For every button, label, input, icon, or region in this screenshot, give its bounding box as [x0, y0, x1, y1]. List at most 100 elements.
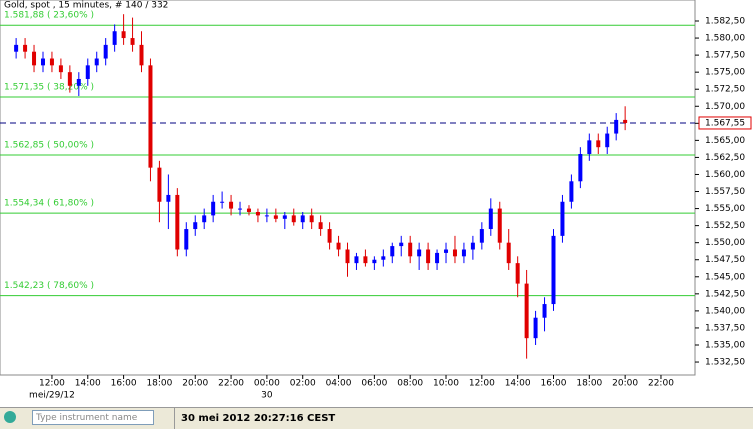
candle-body	[417, 249, 422, 257]
candle-body	[255, 211, 260, 216]
candle-body	[67, 72, 72, 86]
y-tick-label: 1.545,00	[705, 272, 745, 282]
status-icon	[4, 411, 16, 423]
candle-body	[229, 201, 234, 209]
x-tick-label: 16:00	[111, 379, 137, 389]
candle-body	[551, 235, 556, 305]
date-label: 30	[261, 391, 273, 401]
y-tick-label: 1.542,50	[705, 289, 745, 299]
candle-body	[238, 208, 243, 210]
plot-area	[0, 0, 696, 376]
candle-body	[506, 242, 511, 264]
candle-body	[372, 259, 377, 264]
instrument-search[interactable]: Type instrument name	[32, 410, 154, 425]
candle-body	[175, 194, 180, 250]
candle-body	[569, 181, 574, 202]
candle-body	[426, 249, 431, 264]
candle-body	[130, 38, 135, 45]
candle-body	[291, 215, 296, 223]
y-tick-label: 1.565,00	[705, 136, 745, 146]
candle-body	[309, 215, 314, 223]
y-tick-label: 1.557,50	[705, 187, 745, 197]
y-tick-label: 1.572,50	[705, 85, 745, 95]
candle-body	[40, 58, 45, 66]
candle-body	[461, 249, 466, 257]
candle-body	[435, 252, 440, 264]
y-tick-label: 1.562,50	[705, 153, 745, 163]
candle-body	[193, 222, 198, 230]
y-tick-label: 1.540,00	[705, 306, 745, 316]
x-tick-label: 04:00	[326, 379, 352, 389]
candle-body	[614, 119, 619, 134]
candle-body	[32, 51, 37, 66]
x-tick-label: 06:00	[361, 379, 387, 389]
candle-body	[202, 215, 207, 223]
x-tick-label: 12:00	[469, 379, 495, 389]
candle-body	[282, 215, 287, 219]
candle-body	[381, 256, 386, 260]
candle-body	[488, 208, 493, 230]
candle-body	[148, 65, 153, 168]
candle-body	[336, 242, 341, 250]
candle-body	[479, 229, 484, 243]
candle-body	[23, 44, 28, 52]
y-tick-label: 1.582,50	[705, 17, 745, 27]
fib-label: 1.554,34 ( 61,80% )	[4, 199, 94, 209]
candle-body	[452, 249, 457, 257]
fib-label: 1.562,85 ( 50,00% )	[4, 141, 94, 151]
x-tick-label: 20:00	[182, 379, 208, 389]
candle-body	[515, 263, 520, 284]
y-tick-label: 1.577,50	[705, 51, 745, 61]
candle-body	[470, 242, 475, 250]
date-label: mei/29/12	[29, 391, 75, 401]
fib-label: 1.581,88 ( 23,60% )	[4, 11, 94, 21]
status-bar: Type instrument name 30 mei 2012 20:27:1…	[0, 407, 753, 429]
candle-body	[497, 208, 502, 243]
candle-body	[103, 44, 108, 59]
x-tick-label: 20:00	[612, 379, 638, 389]
y-tick-label: 1.570,00	[705, 102, 745, 112]
candle-body	[94, 58, 99, 66]
x-tick-label: 22:00	[218, 379, 244, 389]
candle-body	[327, 229, 332, 243]
candle-body	[542, 304, 547, 318]
candle-body	[524, 283, 529, 339]
x-tick-label: 00:00	[254, 379, 280, 389]
x-tick-label: 18:00	[146, 379, 172, 389]
candle-body	[184, 229, 189, 250]
candle-body	[112, 31, 117, 45]
y-tick-label: 1.535,00	[705, 340, 745, 350]
candle-body	[264, 215, 269, 217]
candle-body	[399, 242, 404, 247]
x-tick-label: 10:00	[433, 379, 459, 389]
candle-body	[623, 119, 628, 123]
candle-body	[49, 58, 54, 66]
candle-body	[318, 222, 323, 230]
candle-body	[560, 201, 565, 236]
x-tick-label: 12:00	[39, 379, 65, 389]
candle-body	[354, 256, 359, 264]
y-tick-label: 1.550,00	[705, 238, 745, 248]
candle-body	[220, 201, 225, 203]
candle-body	[211, 201, 216, 216]
y-tick-label: 1.560,00	[705, 170, 745, 180]
chart-title: Gold, spot , 15 minutes, # 140 / 332	[4, 1, 168, 11]
y-tick-label: 1.555,00	[705, 204, 745, 214]
y-tick-label: 1.552,50	[705, 221, 745, 231]
candle-body	[300, 215, 305, 223]
candle-body	[363, 256, 368, 264]
chart: Gold, spot , 15 minutes, # 140 / 332 1.5…	[0, 0, 752, 401]
candle-body	[273, 215, 278, 219]
x-tick-label: 02:00	[290, 379, 316, 389]
y-tick-label: 1.532,50	[705, 358, 745, 368]
candle-body	[121, 31, 126, 39]
candle-body	[533, 317, 538, 339]
candle-body	[246, 208, 251, 212]
candle-body	[157, 167, 162, 202]
candle-body	[58, 65, 63, 73]
candle-body	[444, 249, 449, 253]
current-price-label: 1.567,55	[705, 118, 745, 128]
candle-body	[76, 78, 81, 86]
candle-body	[578, 154, 583, 182]
